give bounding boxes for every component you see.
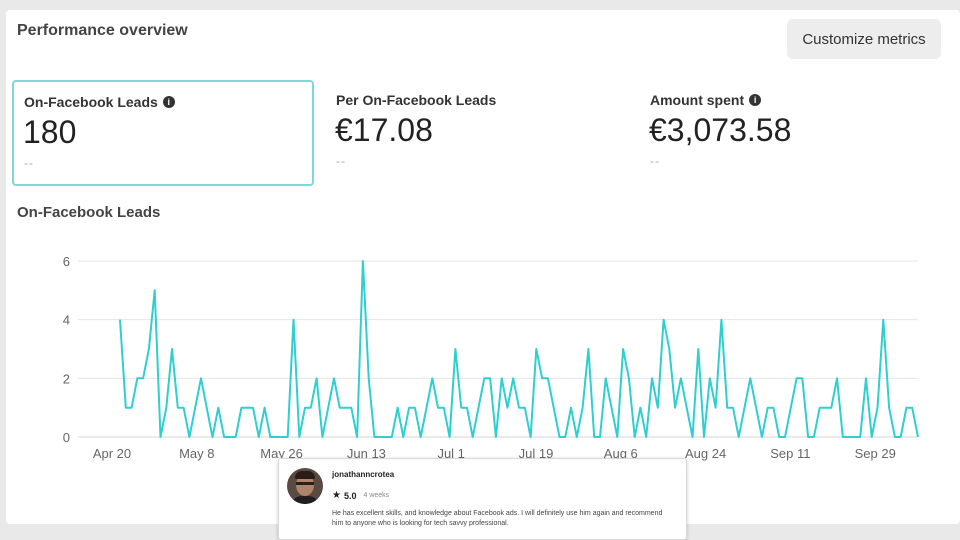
- metric-label: Amount spent: [650, 92, 745, 108]
- x-tick-label: Aug 24: [685, 446, 726, 461]
- avatar: [287, 468, 323, 504]
- x-tick-label: Aug 6: [604, 446, 638, 461]
- metric-value: €17.08: [335, 112, 433, 148]
- metric-card-leads[interactable]: On-Facebook Leads i 180 --: [12, 80, 314, 186]
- x-tick-label: Jul 1: [437, 446, 464, 461]
- star-icon: ★: [332, 490, 341, 501]
- metric-card-amount-spent[interactable]: Amount spent i €3,073.58 --: [640, 80, 940, 186]
- info-icon[interactable]: i: [749, 94, 762, 106]
- x-tick-label: Sep 11: [770, 446, 810, 461]
- metric-compare: --: [24, 156, 34, 170]
- x-tick-label: Apr 20: [93, 446, 131, 461]
- page-title: Performance overview: [17, 22, 188, 39]
- customize-metrics-button[interactable]: Customize metrics: [787, 19, 941, 59]
- metric-card-cost-per-lead[interactable]: Per On-Facebook Leads €17.08 --: [326, 80, 626, 186]
- x-tick-label: Jun 13: [347, 446, 386, 461]
- metric-compare: --: [650, 154, 660, 168]
- y-tick-label: 4: [63, 313, 70, 328]
- review-rating: 5.0: [343, 490, 357, 501]
- chart-title: On-Facebook Leads: [17, 204, 161, 221]
- performance-panel: [6, 10, 960, 524]
- metric-label: Per On-Facebook Leads: [336, 92, 497, 108]
- metric-label: On-Facebook Leads: [24, 94, 158, 110]
- y-tick-label: 0: [63, 430, 70, 445]
- info-icon[interactable]: i: [162, 96, 175, 108]
- review-text: He has excellent skills, and knowledge a…: [332, 510, 663, 527]
- series-line-leads: [119, 260, 919, 438]
- review-username: jonathanncrotea: [332, 470, 395, 479]
- y-tick-label: 2: [63, 371, 70, 386]
- x-tick-label: Sep 29: [855, 446, 896, 461]
- review-time: 4 weeks: [363, 492, 390, 499]
- metric-compare: --: [336, 154, 346, 168]
- metric-value: 180: [23, 114, 77, 150]
- x-tick-label: Jul 19: [519, 446, 554, 461]
- metric-value: €3,073.58: [649, 112, 792, 148]
- x-tick-label: May 26: [260, 446, 303, 461]
- x-tick-label: May 8: [179, 446, 214, 461]
- y-tick-label: 6: [63, 254, 70, 269]
- review-card: jonathanncrotea ★ 5.0 4 weeks He has exc…: [278, 458, 687, 540]
